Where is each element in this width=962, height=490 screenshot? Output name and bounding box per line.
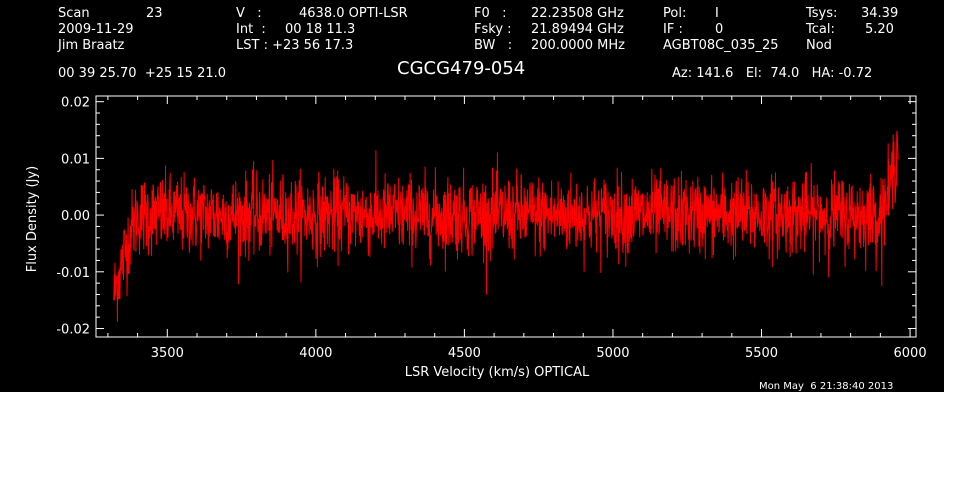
- x-tick-label: 5000: [596, 346, 629, 361]
- tsys-label: Tsys:: [806, 6, 838, 21]
- x-tick-label: 4000: [299, 346, 332, 361]
- f0-value: 22.23508 GHz: [531, 6, 624, 21]
- fsky-label: Fsky :: [474, 22, 512, 37]
- source-coordinates: 00 39 25.70 +25 15 21.0: [58, 66, 227, 81]
- y-tick-label: 0.00: [61, 209, 90, 224]
- x-tick-label: 6000: [894, 346, 927, 361]
- plot-frame: [95, 95, 917, 338]
- f0-label: F0 :: [474, 6, 507, 21]
- plot-panel: Scan 23 V : 4638.0 OPTI-LSR F0 : 22.2350…: [0, 0, 944, 392]
- plot-timestamp: Mon May 6 21:38:40 2013: [759, 381, 894, 392]
- source-title: CGCG479-054: [397, 58, 526, 79]
- y-tick-label: 0.01: [61, 152, 90, 167]
- int-label: Int :: [236, 22, 266, 37]
- scan-value: 23: [146, 6, 163, 21]
- x-tick-label: 3500: [151, 346, 184, 361]
- fsky-value: 21.89494 GHz: [531, 22, 624, 37]
- lst-value: LST : +23 56 17.3: [236, 38, 354, 53]
- bw-value: 200.0000 MHz: [531, 38, 625, 53]
- pol-value: I: [715, 6, 719, 21]
- mode-value: Nod: [806, 38, 832, 53]
- velocity-label: V :: [236, 6, 262, 21]
- spectrum-line: [113, 130, 899, 322]
- y-axis-label: Flux Density (Jy): [25, 166, 40, 272]
- velocity-value: 4638.0 OPTI-LSR: [299, 6, 408, 21]
- tcal-value: 5.20: [865, 22, 894, 37]
- spectrum-chart: 3500 4000 4500 5000 5500 6000 -0.02 -0.01 0.00 0.…: [25, 95, 927, 380]
- int-value: 00 18 11.3: [285, 22, 356, 37]
- y-tick-label: 0.02: [61, 96, 90, 111]
- bw-label: BW :: [474, 38, 513, 53]
- y-tick-label: -0.01: [56, 266, 90, 281]
- y-tick-label: -0.02: [56, 322, 90, 337]
- observation-date: 2009-11-29: [58, 22, 134, 37]
- if-label: IF :: [663, 22, 683, 37]
- tsys-value: 34.39: [861, 6, 899, 21]
- x-tick-label: 4500: [448, 346, 481, 361]
- observer-name: Jim Braatz: [58, 38, 125, 53]
- az-el-ha: Az: 141.6 El: 74.0 HA: -0.72: [672, 66, 873, 81]
- pol-label: Pol:: [663, 6, 687, 21]
- project-id: AGBT08C_035_25: [663, 38, 779, 53]
- x-tick-label: 5500: [745, 346, 778, 361]
- tcal-label: Tcal:: [806, 22, 835, 37]
- scan-label: Scan: [58, 6, 90, 21]
- x-axis-label: LSR Velocity (km/s) OPTICAL: [405, 365, 590, 380]
- if-value: 0: [715, 22, 724, 37]
